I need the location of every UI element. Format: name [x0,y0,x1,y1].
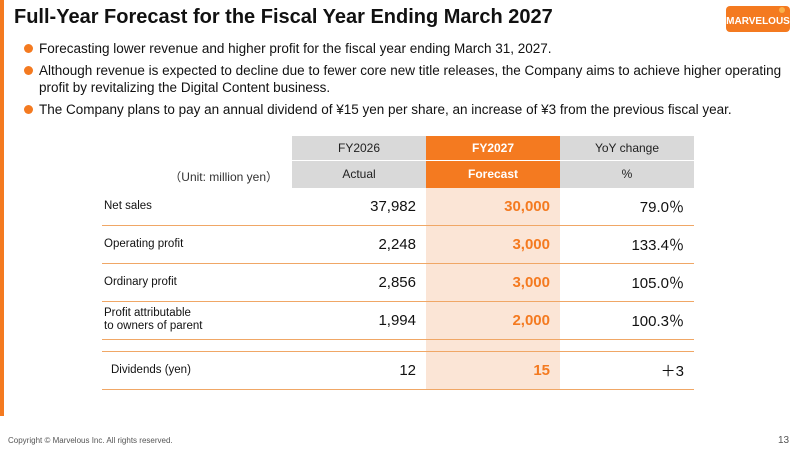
marvelous-logo: MARVELOUS [726,6,790,32]
table-spacer-row [102,339,694,352]
bullet-item: Although revenue is expected to decline … [22,62,782,96]
value-fy2027: 15 [426,351,560,390]
value-fy2027: 3,000 [426,263,560,302]
copyright-footer: Copyright © Marvelous Inc. All rights re… [8,436,173,445]
value-fy2026: 12 [292,351,426,390]
forecast-table: FY2026 FY2027 YoY change （Unit: million … [102,136,694,390]
value-fy2026: 2,248 [292,225,426,264]
row-label: Dividends (yen) [102,351,292,390]
svg-text:MARVELOUS: MARVELOUS [726,16,790,27]
value-yoy: ＋3 [560,351,694,390]
value-fy2026: 37,982 [292,187,426,226]
bullet-item: Forecasting lower revenue and higher pro… [22,40,782,57]
bullet-dot-icon [24,105,33,114]
summary-bullets: Forecasting lower revenue and higher pro… [22,40,782,123]
subheader-actual: Actual [292,160,426,188]
value-yoy: 105.0％ [560,263,694,302]
table-row: Ordinary profit 2,856 3,000 105.0％ [102,263,694,302]
value-fy2027: 2,000 [426,301,560,340]
dividend-row: Dividends (yen) 12 15 ＋3 [102,351,694,390]
table-subheader-row: （Unit: million yen） Actual Forecast % [102,160,694,188]
value-yoy: 79.0％ [560,187,694,226]
col-header-yoy: YoY change [560,136,694,161]
row-label: Operating profit [102,225,292,264]
table-row: Operating profit 2,248 3,000 133.4％ [102,225,694,264]
page-number: 13 [778,435,790,446]
row-label: Net sales [102,187,292,226]
value-yoy: 100.3％ [560,301,694,340]
value-yoy: 133.4％ [560,225,694,264]
row-label: Ordinary profit [102,263,292,302]
table-header-row: FY2026 FY2027 YoY change [102,136,694,161]
bullet-dot-icon [24,66,33,75]
subheader-percent: % [560,160,694,188]
value-fy2027: 30,000 [426,187,560,226]
col-header-fy2026: FY2026 [292,136,426,161]
unit-label: （Unit: million yen） [102,160,292,188]
row-label: Profit attributable to owners of parent [102,301,292,340]
table-row: Net sales 37,982 30,000 79.0％ [102,187,694,226]
bullet-dot-icon [24,44,33,53]
value-fy2026: 2,856 [292,263,426,302]
value-fy2027: 3,000 [426,225,560,264]
value-fy2026: 1,994 [292,301,426,340]
bullet-item: The Company plans to pay an annual divid… [22,101,782,118]
table-row: Profit attributable to owners of parent 1… [102,301,694,340]
col-header-fy2027: FY2027 [426,136,560,161]
subheader-forecast: Forecast [426,160,560,188]
page-title: Full-Year Forecast for the Fiscal Year E… [14,6,553,28]
accent-bar [0,0,4,416]
